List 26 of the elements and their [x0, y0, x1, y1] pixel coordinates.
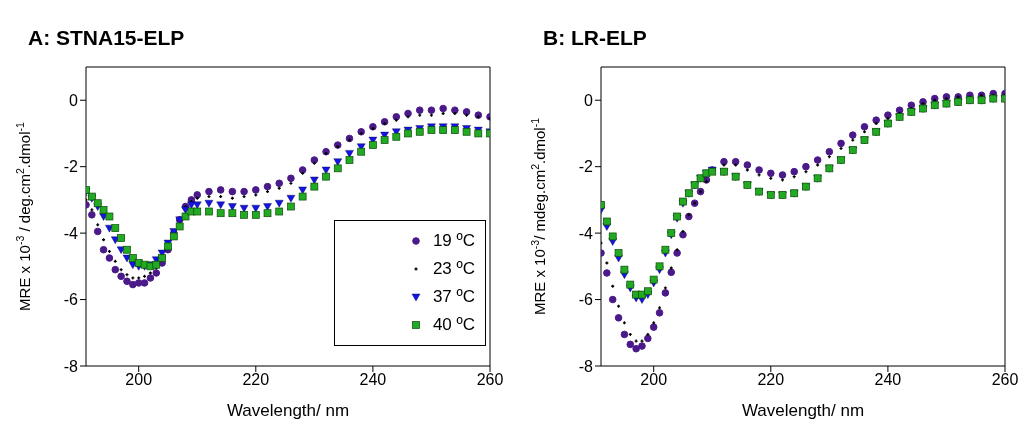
y-tick-label: -6 — [63, 291, 79, 309]
legend-label: 40 ºC — [432, 315, 475, 335]
y-tick-label: -4 — [63, 224, 79, 242]
x-axis-title: Wavelength/ nm — [741, 401, 865, 420]
x-tick-label: 260 — [991, 371, 1019, 389]
x-tick-label: 200 — [125, 371, 153, 389]
y-tick-label: -8 — [63, 357, 79, 375]
legend-label: 37 ºC — [432, 287, 475, 307]
chart-title: A: STNA15-ELP — [28, 26, 185, 50]
x-tick-label: 260 — [476, 371, 504, 389]
y-tick-label: -2 — [578, 158, 594, 176]
x-tick-label: 240 — [359, 371, 387, 389]
y-tick-label: 0 — [584, 91, 594, 109]
chart-title: B: LR-ELP — [543, 26, 647, 50]
x-axis-title: Wavelength/ nm — [226, 401, 350, 420]
x-tick-label: 220 — [242, 371, 270, 389]
x-tick-label: 220 — [757, 371, 785, 389]
x-tick-label: 240 — [874, 371, 902, 389]
legend-label: 19 ºC — [432, 231, 475, 251]
y-tick-label: -2 — [63, 158, 79, 176]
y-tick-label: -6 — [578, 291, 594, 309]
y-tick-label: 0 — [69, 91, 79, 109]
legend-label: 23 ºC — [432, 259, 475, 279]
x-tick-label: 200 — [640, 371, 668, 389]
y-tick-label: -8 — [578, 357, 594, 375]
y-tick-label: -4 — [578, 224, 594, 242]
